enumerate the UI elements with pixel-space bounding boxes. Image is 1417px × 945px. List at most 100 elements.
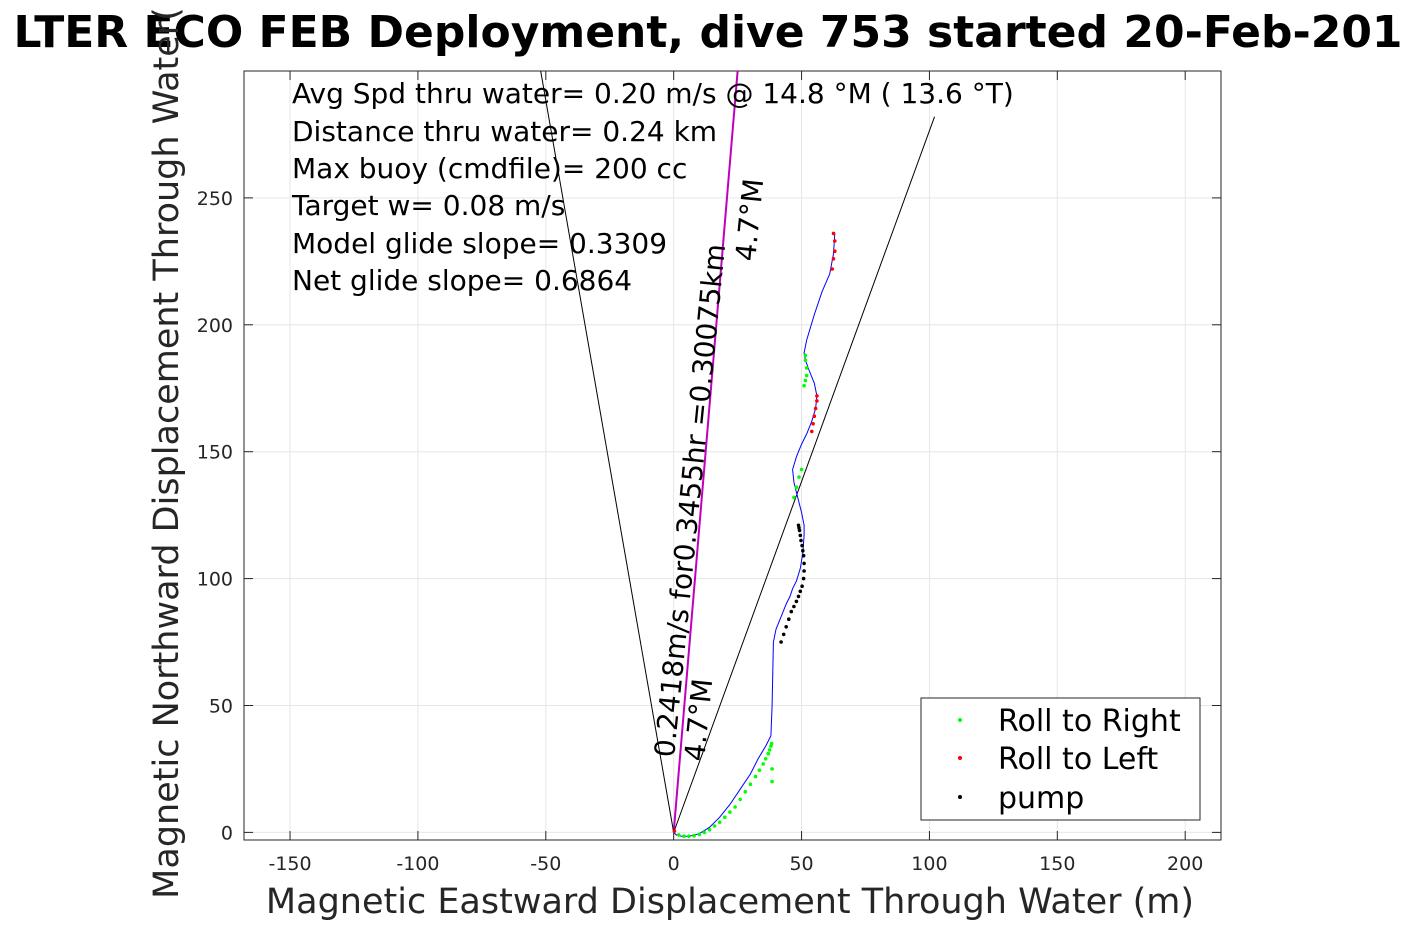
roll-to-right-point <box>687 834 691 838</box>
annotation-model-glide: Model glide slope= 0.3309 <box>292 227 667 260</box>
reference-lines <box>540 70 936 833</box>
x-tick-label: 50 <box>789 853 813 875</box>
heading-end-label: 4.7°M <box>729 177 770 263</box>
y-axis-ticks: 0 50 100 150 200 250 <box>197 188 1221 844</box>
annotation-distance: Distance thru water= 0.24 km <box>292 115 717 148</box>
roll-to-left-point <box>815 394 819 398</box>
roll-to-right-point <box>763 757 768 761</box>
roll-to-right-point <box>723 815 727 819</box>
pump-point <box>802 561 806 566</box>
y-tick-label: 200 <box>197 315 233 337</box>
roll-to-right-point <box>792 495 796 500</box>
legend-marker-roll-right <box>958 718 962 722</box>
y-tick-label: 100 <box>197 569 233 591</box>
annotation-avg-speed: Avg Spd thru water= 0.20 m/s @ 14.8 °M (… <box>292 77 1014 110</box>
pump-point <box>792 604 796 609</box>
pump-point <box>799 538 803 543</box>
roll-to-left-point <box>833 249 837 253</box>
roll-to-right-point <box>802 383 806 388</box>
roll-to-left-point <box>833 239 837 243</box>
roll-to-right-point <box>707 828 712 832</box>
roll-to-right-point <box>803 353 808 358</box>
pump-point <box>800 543 804 548</box>
pump-point <box>801 548 805 553</box>
y-tick-label: 50 <box>209 695 233 717</box>
roll-to-left-point <box>831 231 836 236</box>
x-tick-label: 150 <box>1039 853 1075 875</box>
legend-label-roll-left: Roll to Left <box>998 742 1158 777</box>
roll-to-left-point <box>815 399 819 403</box>
legend-marker-roll-left <box>958 756 962 760</box>
pump-point <box>801 553 806 558</box>
roll-to-left-point <box>812 414 817 419</box>
legend-label-pump: pump <box>998 781 1084 816</box>
chart-title: LTER ECO FEB Deployment, dive 753 starte… <box>13 7 1402 58</box>
roll-to-right-point <box>717 820 722 824</box>
x-tick-label: -100 <box>396 853 439 875</box>
x-axis-ticks: -150 -100 -50 0 50 100 150 200 <box>268 71 1203 875</box>
annotation-net-glide: Net glide slope= 0.6864 <box>292 264 632 297</box>
right-bound <box>673 116 936 833</box>
y-tick-label: 150 <box>197 442 233 464</box>
roll-to-right-point <box>797 475 801 479</box>
pump-point <box>798 533 803 538</box>
roll-to-right-point <box>697 832 702 837</box>
roll-to-right-point <box>733 805 737 809</box>
x-tick-label: 200 <box>1167 853 1203 875</box>
pump-point <box>802 569 806 573</box>
glider-track <box>673 233 836 837</box>
heading-start-label: 4.7°M <box>678 677 719 763</box>
pump-point <box>784 625 788 629</box>
roll-to-right-point <box>757 768 762 772</box>
left-bound <box>540 70 675 833</box>
pump-point <box>796 594 801 599</box>
pump-point <box>779 640 783 644</box>
roll-to-left-point <box>830 267 834 271</box>
annotation-target-w: Target w= 0.08 m/s <box>291 189 565 222</box>
roll-to-right-point <box>794 485 799 490</box>
roll-to-right-point <box>728 810 732 814</box>
roll-to-right-point <box>677 833 681 837</box>
data-points <box>672 231 837 838</box>
pump-point <box>787 617 791 621</box>
annotation-max-buoy: Max buoy (cmdfile)= 200 cc <box>292 152 687 185</box>
roll-to-right-point <box>803 378 808 383</box>
axes-box <box>243 70 1222 841</box>
legend-label-roll-right: Roll to Right <box>998 704 1181 739</box>
roll-to-right-point <box>769 741 774 746</box>
pump-point <box>781 632 786 637</box>
y-tick-label: 250 <box>197 188 233 210</box>
grid <box>244 71 1221 840</box>
roll-to-right-point <box>753 774 758 779</box>
roll-to-left-point <box>813 406 818 411</box>
x-axis-label: Magnetic Eastward Displacement Through W… <box>266 882 1194 922</box>
roll-to-right-point <box>712 824 717 828</box>
x-tick-label: 100 <box>911 853 947 875</box>
roll-to-right-point <box>767 748 772 752</box>
annotations: Avg Spd thru water= 0.20 m/s @ 14.8 °M (… <box>291 77 1014 297</box>
pump-point <box>794 599 799 604</box>
pump-point <box>800 584 804 588</box>
legend-marker-pump <box>958 795 962 799</box>
roll-to-left-point <box>811 422 815 426</box>
roll-to-left-point <box>672 829 677 833</box>
x-tick-label: -50 <box>530 853 561 875</box>
roll-to-right-point <box>766 751 771 756</box>
pump-point <box>796 523 801 528</box>
roll-to-right-point <box>804 366 809 370</box>
roll-to-right-point <box>804 373 809 378</box>
roll-to-left-point <box>831 257 836 261</box>
pump-point <box>798 589 803 594</box>
y-axis-label: Magnetic Northward Displacement Through … <box>147 7 187 899</box>
roll-to-right-point <box>702 830 707 835</box>
roll-to-left-point <box>810 429 814 434</box>
y-tick-label: 0 <box>221 822 233 844</box>
x-tick-label: -150 <box>268 853 311 875</box>
pump-point <box>789 609 794 614</box>
roll-to-right-point <box>748 782 753 786</box>
x-tick-label: 0 <box>668 853 680 875</box>
track-line <box>673 233 836 837</box>
pump-point <box>801 576 806 581</box>
legend-box <box>920 697 1201 821</box>
